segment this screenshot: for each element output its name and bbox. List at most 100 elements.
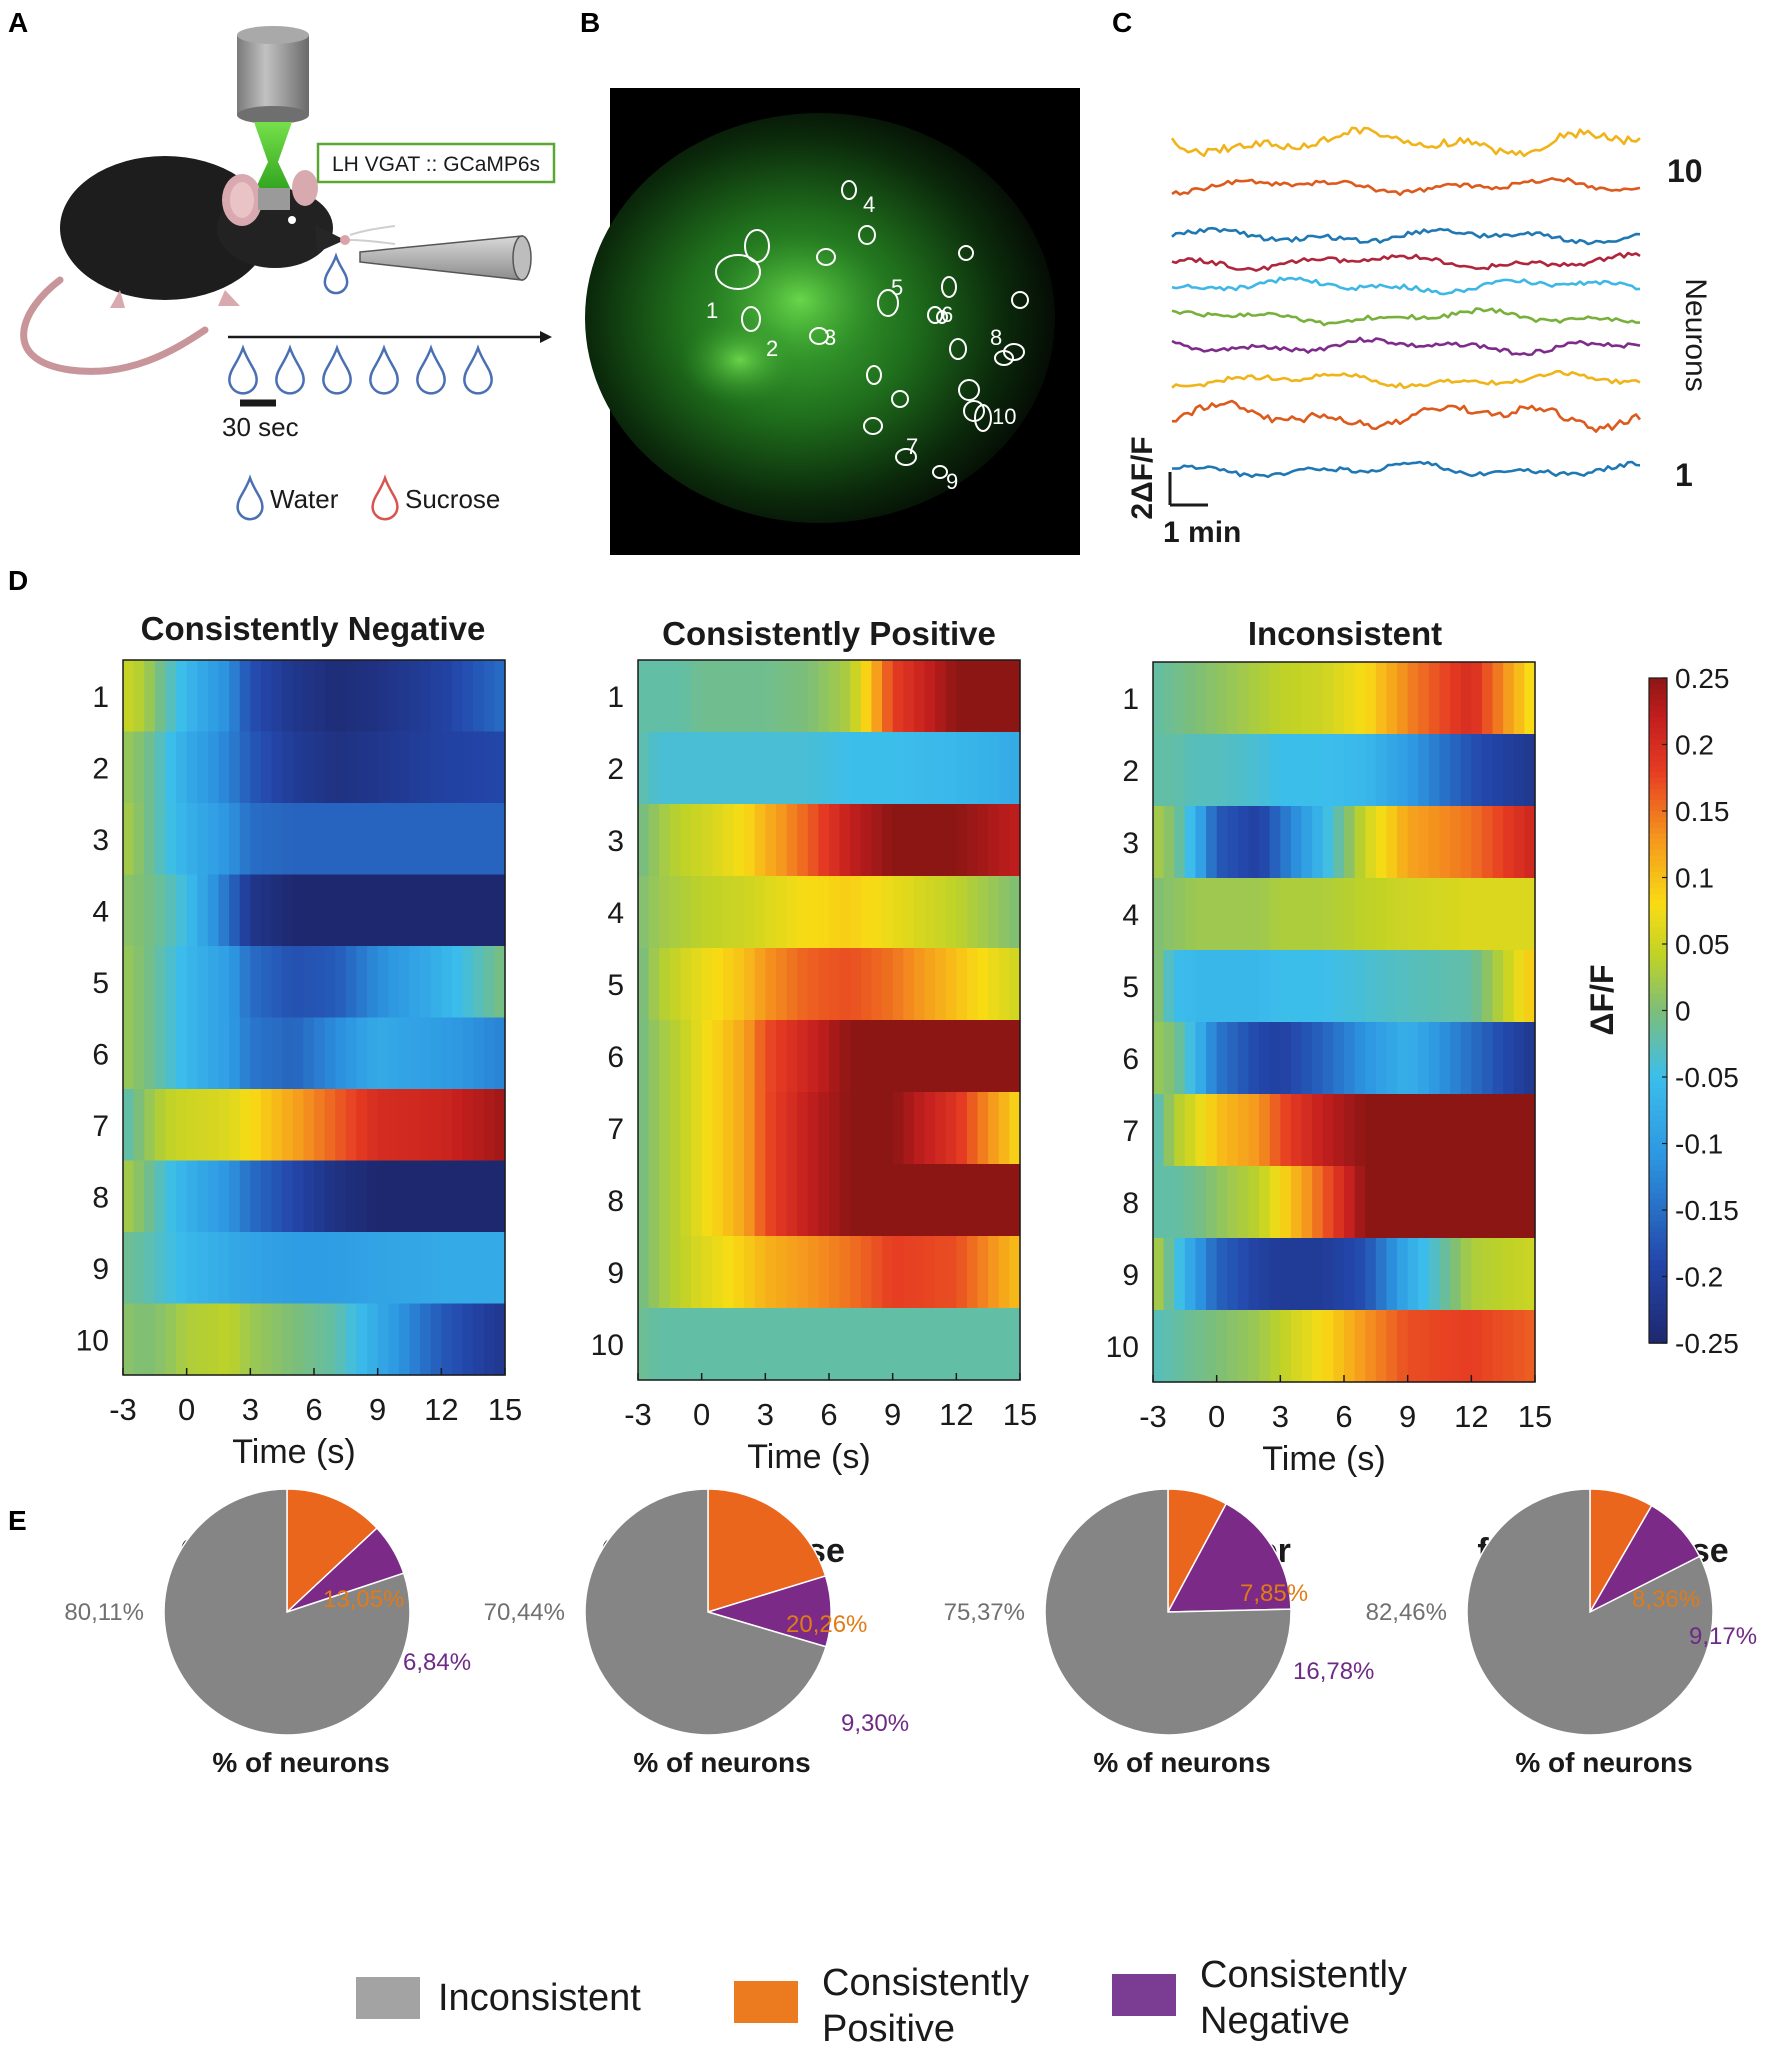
heatmap-row-label: 2 xyxy=(607,753,624,786)
heatmap-cell xyxy=(473,1160,485,1233)
heatmap-cell xyxy=(260,1232,273,1305)
heatmap-cell xyxy=(744,876,756,949)
heatmap-cell xyxy=(1206,1310,1218,1383)
heatmap-cell xyxy=(1428,806,1441,879)
colorbar: 0.25 0.2 0.15 0.1 0.05 0 -0.05 -0.1 -0.15 -0.2 -0.… xyxy=(1584,663,1739,1359)
heatmap-cell xyxy=(260,1160,273,1233)
colorbar-segment xyxy=(1649,1165,1667,1173)
heatmap-cell xyxy=(669,948,682,1021)
calcium-trace xyxy=(1171,226,1641,246)
colorbar-segment xyxy=(1649,971,1667,979)
heatmap-cell xyxy=(977,804,989,877)
heatmap-cell xyxy=(1418,1022,1430,1095)
heatmap-cell xyxy=(324,803,336,876)
heatmap-cell xyxy=(229,1160,241,1233)
heatmap-cell xyxy=(1153,806,1165,879)
heatmap-cell xyxy=(345,1303,358,1376)
heatmap-cell xyxy=(977,1020,989,1093)
heatmap-cell xyxy=(483,1089,495,1162)
heatmap-cell xyxy=(945,1092,957,1165)
heatmap-cell xyxy=(388,1303,400,1376)
x-tick-label: 3 xyxy=(242,1392,259,1427)
water-drop-icon xyxy=(236,474,264,521)
colorbar-segment xyxy=(1649,1149,1667,1156)
calcium-trace xyxy=(1171,177,1641,197)
x-tick-label: 0 xyxy=(1208,1399,1225,1434)
heatmap-cell xyxy=(998,732,1010,805)
heatmap-cell xyxy=(998,1308,1010,1381)
colorbar-segment xyxy=(1649,1110,1667,1117)
x-tick-label: 12 xyxy=(939,1397,973,1432)
roi-label: 4 xyxy=(863,192,875,217)
heatmap-cell xyxy=(133,1160,145,1233)
heatmap-cell xyxy=(388,1232,400,1305)
heatmap-cell xyxy=(1290,662,1303,735)
heatmap-cell xyxy=(176,660,188,733)
heatmap-cell xyxy=(765,1164,777,1237)
heatmap-cell xyxy=(1407,950,1419,1023)
colorbar-segment xyxy=(1649,777,1667,785)
heatmap-cell xyxy=(1481,806,1494,879)
colorbar-segment xyxy=(1649,772,1667,779)
heatmap-cell xyxy=(1439,806,1451,879)
legend-water-label: Water xyxy=(270,484,339,514)
colorbar-segment xyxy=(1649,1093,1667,1100)
heatmap-cell xyxy=(966,948,979,1021)
heatmap-cell xyxy=(367,946,379,1019)
colorbar-tick-label: -0.1 xyxy=(1675,1129,1723,1160)
heatmap-cell xyxy=(1322,1094,1334,1167)
calcium-trace xyxy=(1170,126,1641,158)
heatmap-cell xyxy=(176,1160,188,1233)
heatmap-cell xyxy=(680,876,692,949)
heatmap-cell xyxy=(345,660,358,733)
colorbar-segment xyxy=(1649,1254,1667,1261)
heatmap-cell xyxy=(377,1089,389,1162)
heatmap-cell xyxy=(197,1232,209,1305)
heatmap-cell xyxy=(451,660,464,733)
colorbar-tick-label: -0.15 xyxy=(1675,1195,1739,1226)
heatmap-cell xyxy=(388,1160,400,1233)
heatmap-cell xyxy=(197,731,209,804)
heatmap-cell xyxy=(123,803,135,876)
heatmap-cell xyxy=(754,732,766,805)
heatmap-cell xyxy=(1301,806,1313,879)
heatmap-cell xyxy=(1174,950,1186,1023)
heatmap-cell xyxy=(345,1232,358,1305)
heatmap-cell xyxy=(1312,1166,1324,1239)
roi-label: 2 xyxy=(766,336,778,361)
heatmap-cell xyxy=(1174,878,1186,951)
heatmap-cell xyxy=(669,1308,682,1381)
heatmap-cell xyxy=(154,731,167,804)
heatmap-cell xyxy=(1428,662,1441,735)
heatmap-cell xyxy=(945,876,957,949)
heatmap-cell xyxy=(398,803,411,876)
heatmap-cell xyxy=(133,946,145,1019)
heatmap-cell xyxy=(314,946,326,1019)
heatmap-cell xyxy=(1397,1022,1409,1095)
colorbar-segment xyxy=(1649,1049,1667,1056)
heatmap-cell xyxy=(451,946,464,1019)
heatmap-cell xyxy=(335,1303,347,1376)
heatmap-cell xyxy=(430,1303,442,1376)
heatmap-cell xyxy=(988,1164,1000,1237)
heatmap-cell xyxy=(701,1020,713,1093)
heatmap-cell xyxy=(292,1232,304,1305)
legend-label-negative: Consistently Negative xyxy=(1200,1954,1418,2042)
roi-outline xyxy=(941,276,957,298)
heatmap-cell xyxy=(430,1160,442,1233)
heatmap-cell xyxy=(1513,1310,1525,1383)
heatmap-cell xyxy=(377,803,389,876)
heatmap-cell xyxy=(786,660,798,733)
heatmap-cell xyxy=(1344,1238,1356,1311)
heatmap-cell xyxy=(1365,1022,1377,1095)
heatmap-cell xyxy=(1524,1310,1536,1383)
heatmap-cell xyxy=(669,804,682,877)
colorbar-segment xyxy=(1649,678,1667,685)
heatmap-cell xyxy=(659,1308,671,1381)
heatmap-cell xyxy=(786,1164,798,1237)
heatmap-cell xyxy=(935,1164,947,1237)
heatmap-cell xyxy=(1418,806,1430,879)
heatmap-cell xyxy=(1248,734,1260,807)
heatmap-cell xyxy=(1290,1094,1303,1167)
heatmap-cell xyxy=(303,874,315,947)
